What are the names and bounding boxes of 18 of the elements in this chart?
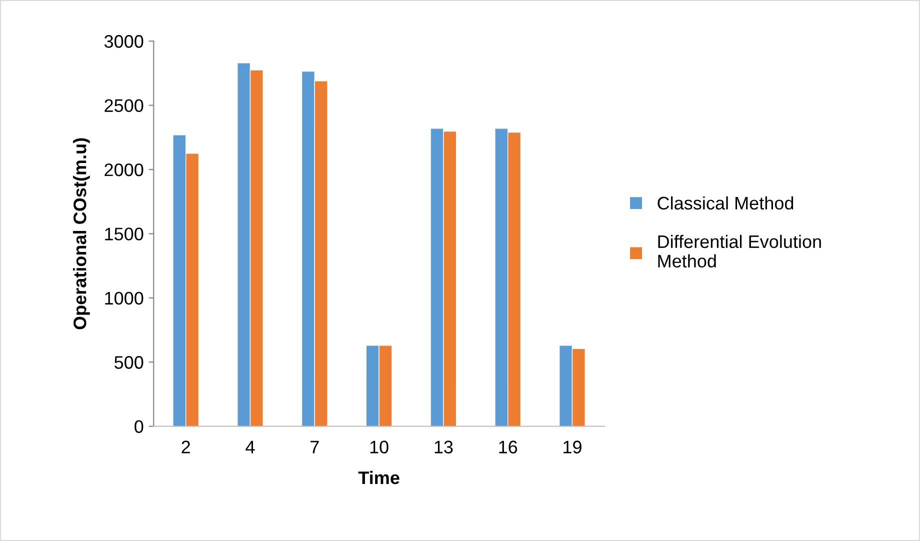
x-tick-label: 13 <box>434 440 453 454</box>
legend-label: Classical Method <box>658 196 794 210</box>
y-axis-title: Operational COst(m.u) <box>73 138 90 330</box>
y-tick-label: 500 <box>114 356 144 369</box>
x-tick-label: 10 <box>370 440 388 454</box>
y-tick-label: 2500 <box>104 99 144 112</box>
y-tick-label: 1000 <box>105 292 144 305</box>
x-tick-label: 7 <box>310 440 319 454</box>
x-tick-label: 2 <box>182 440 190 454</box>
y-tick-label: 2000 <box>104 163 144 176</box>
x-tick-label: 19 <box>564 440 582 454</box>
y-tick-label: 1500 <box>105 228 144 240</box>
x-axis-title: Time <box>358 470 400 484</box>
legend-label: Differential Evolution Method <box>658 234 821 268</box>
y-tick-label: 0 <box>134 420 144 434</box>
y-tick-label: 3000 <box>104 35 144 48</box>
x-tick-label: 4 <box>246 440 255 454</box>
x-tick-label: 16 <box>499 440 518 454</box>
